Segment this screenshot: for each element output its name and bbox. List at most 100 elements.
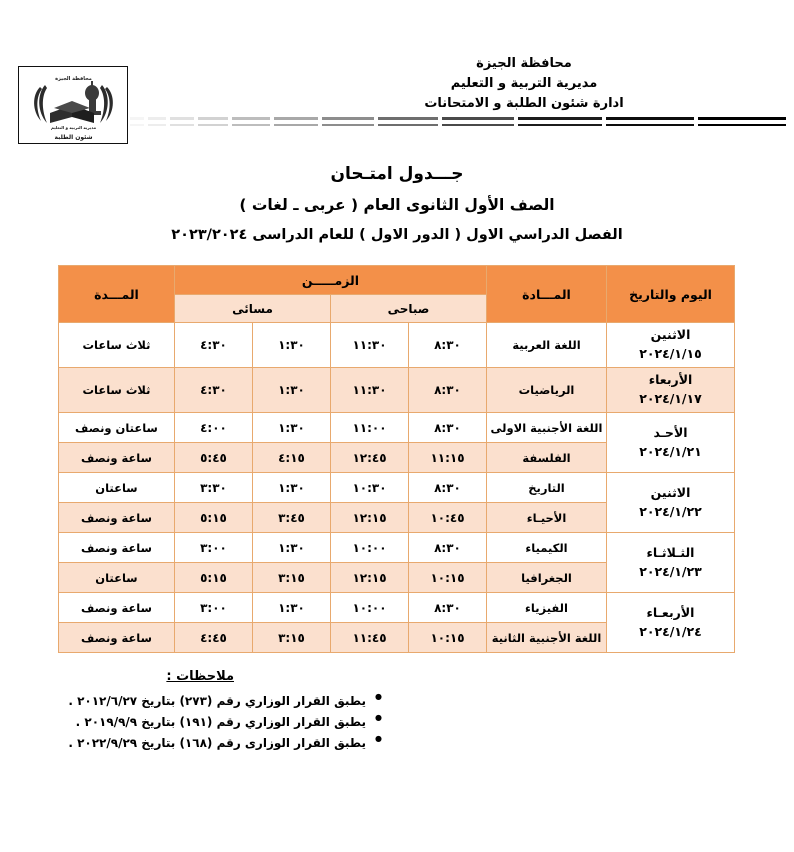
day-date-cell: الأربعـاء ٢٠٢٤/١/٢٤ xyxy=(606,592,735,653)
morning-start-cell: ٨:٣٠ xyxy=(408,322,487,368)
column-header-evening: مسائى xyxy=(173,294,332,323)
table-header: اليوم والتاريخ المـــادة الزمـــــن المـ… xyxy=(57,265,735,323)
day-name: الاثنين xyxy=(650,327,691,343)
morning-start-cell: ١٠:١٥ xyxy=(408,622,487,653)
evening-end-cell: ٥:١٥ xyxy=(173,562,254,593)
evening-end-cell: ٤:٠٠ xyxy=(173,412,254,443)
morning-start-cell: ٨:٣٠ xyxy=(408,592,487,623)
evening-end-cell: ٤:٤٥ xyxy=(173,622,254,653)
evening-end-cell: ٥:٤٥ xyxy=(173,442,254,473)
evening-end-cell: ٤:٣٠ xyxy=(173,322,254,368)
duration-cell: ساعة ونصف xyxy=(57,532,175,563)
duration-cell: ساعة ونصف xyxy=(57,622,175,653)
day-date-cell: الأحـد ٢٠٢٤/١/٢١ xyxy=(606,412,735,473)
notes-title: ملاحظات : xyxy=(166,669,234,684)
evening-start-cell: ١:٣٠ xyxy=(252,472,331,503)
exam-schedule-table-wrapper: اليوم والتاريخ المـــادة الزمـــــن المـ… xyxy=(57,265,735,653)
table-row: الاثنين ٢٠٢٤/١/١٥ اللغة العربية ٨:٣٠ ١١:٣٠ ١:… xyxy=(57,322,735,368)
evening-end-cell: ٥:١٥ xyxy=(173,502,254,533)
document-header: محافظة الجيزة مديرية التربية و التعليم ش… xyxy=(0,0,794,150)
evening-start-cell: ١:٣٠ xyxy=(252,532,331,563)
decorative-gradient-rule xyxy=(130,114,786,128)
column-header-time: الزمـــــن xyxy=(173,265,488,295)
page-title: جـــدول امتـحان xyxy=(330,164,464,184)
table-row: الفلسفة ١١:١٥ ١٢:٤٥ ٤:١٥ ٥:٤٥ ساعة ونصف xyxy=(57,442,734,473)
table-row: الثـلاثـاء ٢٠٢٤/١/٢٣ الكيمياء ٨:٣٠ ١٠:٠٠ ١:٣٠… xyxy=(57,532,735,593)
note-item: يطبق القرار الوزارى رقم (١٦٨) بتاريخ ٢٠٢… xyxy=(0,732,382,754)
morning-start-cell: ٨:٣٠ xyxy=(408,472,487,503)
table-row: الجغرافيا ١٠:١٥ ١٢:١٥ ٣:١٥ ٥:١٥ ساعتان xyxy=(57,562,734,593)
morning-start-cell: ١١:١٥ xyxy=(408,442,487,473)
subject-cell: الجغرافيا xyxy=(486,562,607,593)
notes-list: يطبق القرار الوزاري رقم (٢٧٣) بتاريخ ٢٠١… xyxy=(0,690,774,754)
document-title-block: جـــدول امتـحان الصف الأول الثانوى العام… xyxy=(0,164,794,243)
evening-end-cell: ٣:٠٠ xyxy=(173,592,254,623)
day-date-cell: الثـلاثـاء ٢٠٢٤/١/٢٣ xyxy=(606,532,735,593)
day-date: ٢٠٢٤/١/٢٤ xyxy=(639,623,702,639)
org-line-governorate: محافظة الجيزة xyxy=(476,56,572,71)
evening-end-cell: ٤:٣٠ xyxy=(173,367,254,413)
morning-end-cell: ١٠:٠٠ xyxy=(330,532,409,563)
grade-subtitle: الصف الأول الثانوى العام ( عربى ـ لغات ) xyxy=(239,196,555,214)
duration-cell: ساعتان ونصف xyxy=(57,412,175,443)
evening-start-cell: ١:٣٠ xyxy=(252,367,331,413)
svg-text:شئون الطلبة: شئون الطلبة xyxy=(54,134,92,141)
morning-end-cell: ١١:٠٠ xyxy=(330,412,409,443)
morning-end-cell: ١٠:٠٠ xyxy=(330,592,409,623)
duration-cell: ساعتان xyxy=(57,472,175,503)
duration-cell: ساعة ونصف xyxy=(57,442,175,473)
subject-cell: اللغة الأجنبية الثانية xyxy=(486,622,607,653)
evening-start-cell: ٣:١٥ xyxy=(252,562,331,593)
day-date: ٢٠٢٤/١/٢٣ xyxy=(639,563,702,579)
duration-cell: ساعتان xyxy=(57,562,175,593)
subject-cell: التاريخ xyxy=(486,472,607,503)
day-name: الأربعـاء xyxy=(646,604,695,620)
table-row: الاثنين ٢٠٢٤/١/٢٢ التاريخ ٨:٣٠ ١٠:٣٠ ١:٣٠ ٣:٣٠… xyxy=(57,472,735,533)
morning-end-cell: ١١:٣٠ xyxy=(330,322,409,368)
evening-start-cell: ١:٣٠ xyxy=(252,322,331,368)
duration-cell: ثلاث ساعات xyxy=(57,322,175,368)
column-header-subject: المـــادة xyxy=(486,265,607,323)
column-header-day-date: اليوم والتاريخ xyxy=(606,265,735,323)
day-date: ٢٠٢٤/١/٢١ xyxy=(639,443,702,459)
day-name: الأربعاء xyxy=(648,372,693,388)
day-name: الثـلاثـاء xyxy=(646,544,695,560)
table-row: الأربعاء ٢٠٢٤/١/١٧ الرياضيات ٨:٣٠ ١١:٣٠ ١:٣٠ ٤… xyxy=(57,367,735,413)
table-header-row-main: اليوم والتاريخ المـــادة الزمـــــن المـ… xyxy=(57,265,735,323)
organization-heading: محافظة الجيزة مديرية التربية و التعليم ا… xyxy=(264,54,784,114)
subject-cell: الفيزياء xyxy=(486,592,607,623)
morning-end-cell: ١١:٣٠ xyxy=(330,367,409,413)
morning-end-cell: ١٠:٣٠ xyxy=(330,472,409,503)
notes-section: ملاحظات : يطبق القرار الوزاري رقم (٢٧٣) … xyxy=(0,669,774,754)
note-item: يطبق القرار الوزاري رقم (٢٧٣) بتاريخ ٢٠١… xyxy=(0,690,382,712)
morning-end-cell: ١٢:٤٥ xyxy=(330,442,409,473)
table-row: اللغة الأجنبية الثانية ١٠:١٥ ١١:٤٥ ٣:١٥ ٤:٤٥… xyxy=(57,622,734,653)
giza-governorate-logo: محافظة الجيزة مديرية التربية و التعليم ش… xyxy=(18,66,128,144)
subject-cell: اللغة الأجنبية الاولى xyxy=(486,412,607,443)
day-date-cell: الاثنين ٢٠٢٤/١/٢٢ xyxy=(606,472,735,533)
day-name: الاثنين xyxy=(650,484,691,500)
org-line-directorate: مديرية التربية و التعليم xyxy=(450,76,598,92)
table-row: الأحيـاء ١٠:٤٥ ١٢:١٥ ٣:٤٥ ٥:١٥ ساعة ونصف xyxy=(57,502,734,533)
table-row: الأحـد ٢٠٢٤/١/٢١ اللغة الأجنبية الاولى ٨:٣٠… xyxy=(57,412,735,473)
evening-end-cell: ٣:٣٠ xyxy=(173,472,254,503)
evening-start-cell: ١:٣٠ xyxy=(252,412,331,443)
morning-start-cell: ١٠:٤٥ xyxy=(408,502,487,533)
evening-start-cell: ٣:١٥ xyxy=(252,622,331,653)
subject-cell: الكيمياء xyxy=(486,532,607,563)
table-row: الأربعـاء ٢٠٢٤/١/٢٤ الفيزياء ٨:٣٠ ١٠:٠٠ ١:٣٠ ٣… xyxy=(57,592,735,653)
subject-cell: الرياضيات xyxy=(486,367,607,413)
morning-start-cell: ٨:٣٠ xyxy=(408,367,487,413)
subject-cell: الفلسفة xyxy=(486,442,607,473)
morning-start-cell: ٨:٣٠ xyxy=(408,412,487,443)
svg-text:مديرية التربية و التعليم: مديرية التربية و التعليم xyxy=(51,125,97,130)
table-header-row-sub: صباحى مسائى xyxy=(58,294,734,323)
column-header-duration: المـــدة xyxy=(57,265,175,323)
day-date-cell: الاثنين ٢٠٢٤/١/١٥ xyxy=(606,322,735,368)
evening-start-cell: ١:٣٠ xyxy=(252,592,331,623)
duration-cell: ساعة ونصف xyxy=(57,592,175,623)
morning-end-cell: ١١:٤٥ xyxy=(330,622,409,653)
evening-end-cell: ٣:٠٠ xyxy=(173,532,254,563)
day-name: الأحـد xyxy=(653,424,688,440)
morning-start-cell: ٨:٣٠ xyxy=(408,532,487,563)
